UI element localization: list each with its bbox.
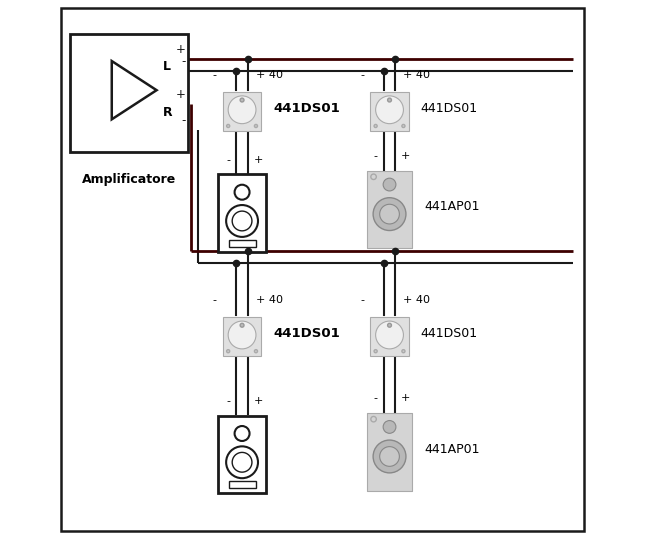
Text: R: R <box>163 106 172 119</box>
Text: +: + <box>253 396 263 406</box>
Text: -: - <box>373 393 377 403</box>
Bar <box>218 174 266 252</box>
Circle shape <box>373 198 406 231</box>
Bar <box>70 33 188 151</box>
Text: -: - <box>213 70 217 80</box>
Text: 441AP01: 441AP01 <box>424 201 480 213</box>
Text: -: - <box>181 114 186 127</box>
Circle shape <box>375 321 403 349</box>
Circle shape <box>254 350 257 353</box>
Circle shape <box>380 204 399 224</box>
Bar <box>367 170 412 248</box>
Text: -: - <box>373 151 377 161</box>
Circle shape <box>373 440 406 473</box>
Circle shape <box>371 417 376 422</box>
Circle shape <box>371 174 376 179</box>
Text: 441DS01: 441DS01 <box>273 102 340 115</box>
Text: + 40: + 40 <box>404 70 430 80</box>
Circle shape <box>226 125 230 128</box>
Text: -: - <box>181 55 186 68</box>
Text: 441DS01: 441DS01 <box>421 327 478 340</box>
Text: Amplificatore: Amplificatore <box>83 173 177 186</box>
Circle shape <box>240 98 244 102</box>
Text: +: + <box>176 88 186 101</box>
Text: L: L <box>163 60 171 73</box>
Bar <box>223 92 261 130</box>
Circle shape <box>374 125 377 128</box>
Circle shape <box>402 125 405 128</box>
Circle shape <box>383 420 396 433</box>
Circle shape <box>240 323 244 327</box>
Bar <box>228 481 255 488</box>
Text: +: + <box>401 151 410 161</box>
Circle shape <box>235 426 250 441</box>
Circle shape <box>235 185 250 199</box>
Text: -: - <box>360 295 364 306</box>
Bar <box>218 416 266 493</box>
Text: +: + <box>253 155 263 165</box>
Circle shape <box>226 350 230 353</box>
Text: + 40: + 40 <box>404 295 430 306</box>
Bar <box>223 317 261 356</box>
Circle shape <box>228 96 256 123</box>
Text: + 40: + 40 <box>256 70 283 80</box>
Text: 441DS01: 441DS01 <box>273 327 340 340</box>
Bar <box>367 413 412 490</box>
Polygon shape <box>112 61 157 119</box>
Bar <box>370 317 409 356</box>
Text: 441AP01: 441AP01 <box>424 443 480 455</box>
Text: -: - <box>226 396 230 406</box>
Circle shape <box>226 446 258 478</box>
Circle shape <box>375 96 403 123</box>
Text: 441DS01: 441DS01 <box>421 102 478 115</box>
Circle shape <box>388 323 392 327</box>
Circle shape <box>254 125 257 128</box>
Circle shape <box>232 211 252 231</box>
Circle shape <box>374 350 377 353</box>
Text: -: - <box>226 155 230 165</box>
Circle shape <box>402 350 405 353</box>
Bar <box>228 240 255 247</box>
Circle shape <box>232 452 252 472</box>
Bar <box>370 92 409 130</box>
Circle shape <box>226 205 258 237</box>
Text: +: + <box>401 393 410 403</box>
Circle shape <box>388 98 392 102</box>
Text: +: + <box>176 43 186 56</box>
Circle shape <box>380 447 399 466</box>
Circle shape <box>383 178 396 191</box>
Text: + 40: + 40 <box>256 295 283 306</box>
Text: -: - <box>360 70 364 80</box>
Circle shape <box>228 321 256 349</box>
Text: -: - <box>213 295 217 306</box>
